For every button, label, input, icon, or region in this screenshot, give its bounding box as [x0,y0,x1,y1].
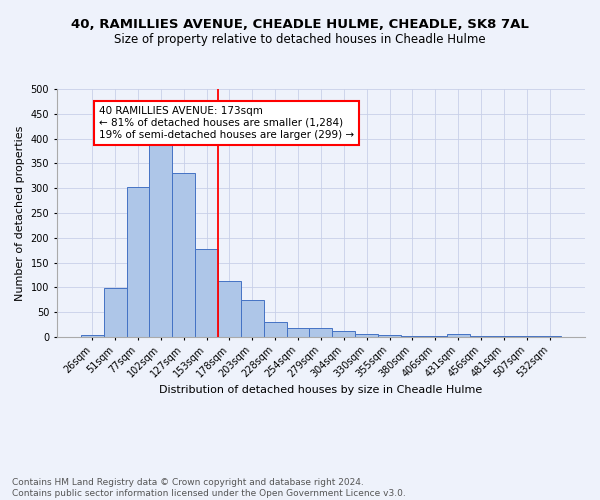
Bar [264,322,287,337]
Bar [446,334,470,337]
X-axis label: Distribution of detached houses by size in Cheadle Hulme: Distribution of detached houses by size … [159,385,482,395]
Bar [493,336,515,337]
Bar [310,328,332,337]
Bar [355,334,378,337]
Bar [401,336,424,337]
Bar [241,300,264,337]
Bar [127,187,149,337]
Text: Contains HM Land Registry data © Crown copyright and database right 2024.
Contai: Contains HM Land Registry data © Crown c… [12,478,406,498]
Bar [287,328,310,337]
Bar [332,331,355,337]
Bar [378,336,401,337]
Text: 40 RAMILLIES AVENUE: 173sqm
← 81% of detached houses are smaller (1,284)
19% of : 40 RAMILLIES AVENUE: 173sqm ← 81% of det… [99,106,354,140]
Bar [149,133,172,337]
Bar [172,174,195,337]
Bar [218,281,241,337]
Text: 40, RAMILLIES AVENUE, CHEADLE HULME, CHEADLE, SK8 7AL: 40, RAMILLIES AVENUE, CHEADLE HULME, CHE… [71,18,529,30]
Text: Size of property relative to detached houses in Cheadle Hulme: Size of property relative to detached ho… [114,32,486,46]
Bar [104,288,127,337]
Y-axis label: Number of detached properties: Number of detached properties [15,126,25,300]
Bar [195,248,218,337]
Bar [81,336,104,337]
